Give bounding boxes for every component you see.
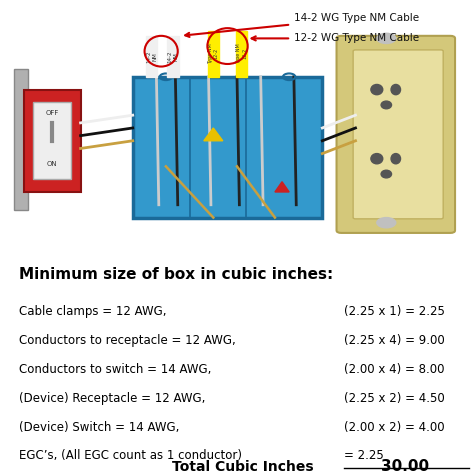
Text: 14-2
NM: 14-2 NM <box>168 50 178 63</box>
Text: 14-2
NM: 14-2 NM <box>146 50 157 63</box>
Polygon shape <box>275 182 289 192</box>
Circle shape <box>377 33 396 44</box>
Text: Type NM
12-2: Type NM 12-2 <box>237 44 247 64</box>
Text: (2.25 x 2) = 4.50: (2.25 x 2) = 4.50 <box>344 392 445 405</box>
Polygon shape <box>146 36 157 77</box>
Ellipse shape <box>381 101 392 109</box>
Circle shape <box>377 218 396 228</box>
Text: 12-2 WG Type NM Cable: 12-2 WG Type NM Cable <box>252 33 419 44</box>
Text: Conductors to switch = 14 AWG,: Conductors to switch = 14 AWG, <box>19 363 211 375</box>
Text: (2.00 x 2) = 4.00: (2.00 x 2) = 4.00 <box>344 420 445 434</box>
FancyBboxPatch shape <box>133 77 322 218</box>
Ellipse shape <box>391 84 401 95</box>
Text: Minimum size of box in cubic inches:: Minimum size of box in cubic inches: <box>19 267 333 282</box>
Ellipse shape <box>371 154 383 164</box>
FancyBboxPatch shape <box>441 51 453 218</box>
Text: (Device) Receptacle = 12 AWG,: (Device) Receptacle = 12 AWG, <box>19 392 205 405</box>
FancyBboxPatch shape <box>33 102 71 179</box>
Text: Conductors to receptacle = 12 AWG,: Conductors to receptacle = 12 AWG, <box>19 334 236 346</box>
Polygon shape <box>236 31 247 77</box>
Text: (2.00 x 4) = 8.00: (2.00 x 4) = 8.00 <box>344 363 445 375</box>
Polygon shape <box>167 36 179 77</box>
Text: (Device) Switch = 14 AWG,: (Device) Switch = 14 AWG, <box>19 420 179 434</box>
Text: OFF: OFF <box>46 110 59 116</box>
Text: (2.25 x 1) = 2.25: (2.25 x 1) = 2.25 <box>344 305 445 318</box>
FancyBboxPatch shape <box>14 69 28 210</box>
Polygon shape <box>208 31 219 77</box>
Polygon shape <box>204 128 223 141</box>
Ellipse shape <box>371 84 383 95</box>
Text: ON: ON <box>47 161 57 167</box>
Text: Type NM
12-2: Type NM 12-2 <box>208 44 219 64</box>
Text: EGC’s, (All EGC count as 1 conductor): EGC’s, (All EGC count as 1 conductor) <box>19 449 242 463</box>
FancyBboxPatch shape <box>24 90 81 192</box>
FancyBboxPatch shape <box>337 36 455 233</box>
FancyBboxPatch shape <box>353 50 443 219</box>
Text: = 2.25: = 2.25 <box>344 449 383 463</box>
Text: 30.00: 30.00 <box>381 459 429 474</box>
Text: Total Cubic Inches: Total Cubic Inches <box>172 460 314 474</box>
Text: 14-2 WG Type NM Cable: 14-2 WG Type NM Cable <box>185 13 419 37</box>
Text: (2.25 x 4) = 9.00: (2.25 x 4) = 9.00 <box>344 334 445 346</box>
Text: Cable clamps = 12 AWG,: Cable clamps = 12 AWG, <box>19 305 166 318</box>
Ellipse shape <box>381 170 392 178</box>
Ellipse shape <box>391 154 401 164</box>
